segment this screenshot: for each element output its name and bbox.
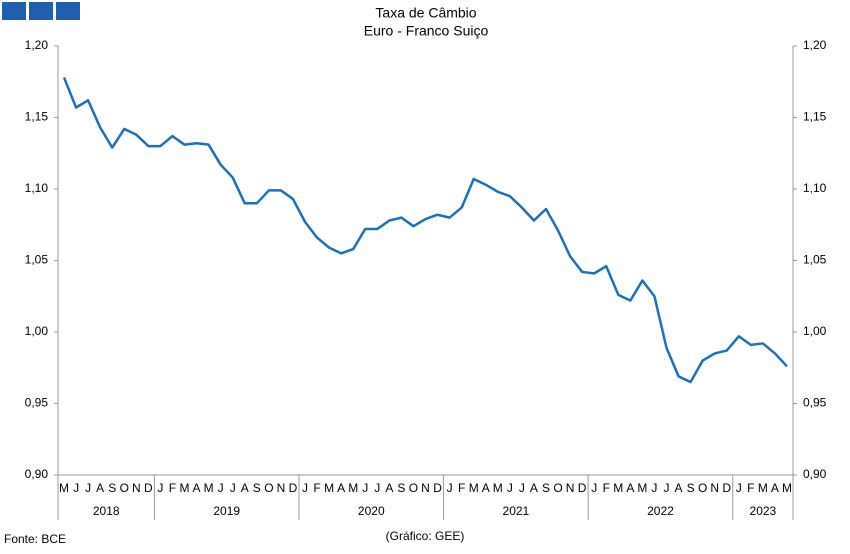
x-tick-label: O: [698, 481, 707, 495]
y-tick-label: 0,95: [25, 396, 49, 410]
source: Fonte: BCE: [4, 532, 66, 546]
x-tick-label: A: [771, 481, 779, 495]
x-tick-label: F: [603, 481, 610, 495]
y-tick-label: 1,10: [25, 181, 49, 195]
x-tick-label: D: [289, 481, 298, 495]
x-tick-label: J: [73, 481, 79, 495]
logo-block: [56, 2, 80, 20]
x-tick-label: M: [493, 481, 503, 495]
x-tick-label: A: [96, 481, 104, 495]
logo-block: [2, 2, 26, 20]
x-tick-label: A: [626, 481, 634, 495]
x-tick-label: A: [530, 481, 538, 495]
x-tick-label: S: [687, 481, 695, 495]
x-tick-label: J: [591, 481, 597, 495]
x-tick-label: J: [85, 481, 91, 495]
line-series: [62, 76, 788, 384]
year-label: 2021: [503, 504, 530, 518]
y2-tick-label: 0,95: [803, 396, 827, 410]
x-tick-label: A: [482, 481, 490, 495]
x-tick-label: M: [758, 481, 768, 495]
x-tick-label: O: [120, 481, 129, 495]
x-tick-label: O: [553, 481, 562, 495]
x-tick-label: O: [409, 481, 418, 495]
x-tick-label: M: [204, 481, 214, 495]
x-tick-label: J: [663, 481, 669, 495]
x-tick-label: A: [385, 481, 393, 495]
x-tick-label: S: [108, 481, 116, 495]
x-tick-label: A: [241, 481, 249, 495]
y-tick-label: 1,15: [25, 110, 49, 124]
x-tick-label: D: [722, 481, 731, 495]
year-label: 2018: [93, 504, 120, 518]
x-tick-label: A: [337, 481, 345, 495]
y-tick-label: 1,00: [25, 324, 49, 338]
credit: (Gráfico: GEE): [386, 529, 465, 543]
x-tick-label: J: [218, 481, 224, 495]
x-tick-label: J: [374, 481, 380, 495]
year-label: 2023: [750, 504, 777, 518]
x-tick-label: F: [458, 481, 465, 495]
x-tick-label: J: [362, 481, 368, 495]
x-tick-label: M: [613, 481, 623, 495]
x-tick-label: J: [651, 481, 657, 495]
x-tick-label: M: [324, 481, 334, 495]
x-tick-label: N: [421, 481, 430, 495]
year-label: 2020: [358, 504, 385, 518]
year-label: 2019: [213, 504, 240, 518]
x-tick-label: M: [180, 481, 190, 495]
y2-tick-label: 1,00: [803, 324, 827, 338]
chart-title: Taxa de Câmbio: [375, 5, 476, 21]
x-tick-label: F: [747, 481, 754, 495]
y-tick-label: 1,20: [25, 38, 49, 52]
x-tick-label: M: [637, 481, 647, 495]
x-tick-label: J: [157, 481, 163, 495]
year-label: 2022: [647, 504, 674, 518]
logo-block: [29, 2, 53, 20]
x-tick-label: D: [433, 481, 442, 495]
x-tick-label: M: [348, 481, 358, 495]
y2-tick-label: 1,10: [803, 181, 827, 195]
x-tick-label: J: [302, 481, 308, 495]
x-tick-label: S: [397, 481, 405, 495]
x-tick-label: D: [144, 481, 153, 495]
x-tick-label: N: [566, 481, 575, 495]
x-tick-label: A: [675, 481, 683, 495]
x-tick-label: M: [782, 481, 792, 495]
y2-tick-label: 1,05: [803, 253, 827, 267]
x-tick-label: A: [193, 481, 201, 495]
x-tick-label: J: [507, 481, 513, 495]
x-tick-label: J: [736, 481, 742, 495]
y-tick-label: 0,90: [25, 467, 49, 481]
x-tick-label: J: [519, 481, 525, 495]
y2-tick-label: 0,90: [803, 467, 827, 481]
y2-tick-label: 1,15: [803, 110, 827, 124]
y-tick-label: 1,05: [25, 253, 49, 267]
x-tick-label: M: [59, 481, 69, 495]
x-tick-label: N: [277, 481, 286, 495]
x-tick-label: M: [469, 481, 479, 495]
x-tick-label: F: [313, 481, 320, 495]
x-tick-label: J: [230, 481, 236, 495]
x-tick-label: S: [253, 481, 261, 495]
x-tick-label: N: [710, 481, 719, 495]
x-tick-label: F: [169, 481, 176, 495]
x-tick-label: O: [264, 481, 273, 495]
x-tick-label: D: [578, 481, 587, 495]
chart-subtitle: Euro - Franco Suiço: [364, 23, 489, 39]
x-tick-label: S: [542, 481, 550, 495]
y2-tick-label: 1,20: [803, 38, 827, 52]
x-tick-label: J: [447, 481, 453, 495]
x-tick-label: N: [132, 481, 141, 495]
